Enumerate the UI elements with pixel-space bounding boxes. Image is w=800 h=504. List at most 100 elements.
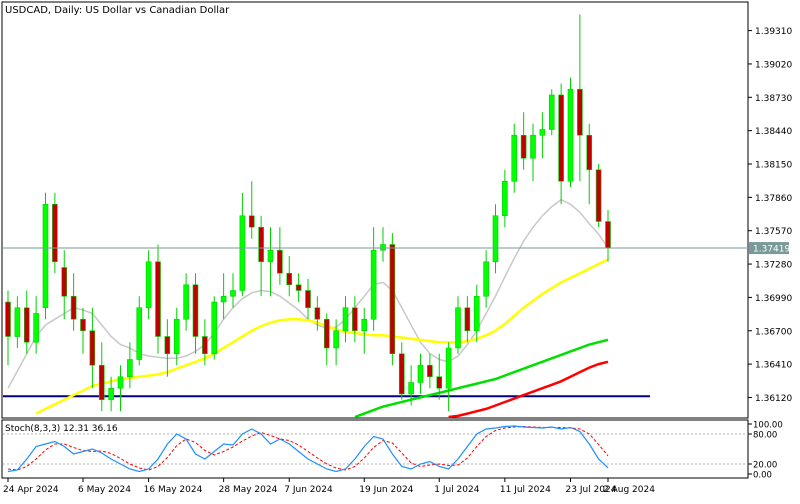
candle-down bbox=[5, 301, 11, 337]
candle-up bbox=[483, 261, 489, 297]
price-tick-label: 1.36990 bbox=[755, 294, 792, 304]
candle-up bbox=[117, 376, 124, 389]
candle-down bbox=[352, 307, 358, 332]
chart-title: USDCAD, Daily: US Dollar vs Canadian Dol… bbox=[5, 5, 230, 16]
price-tick-label: 1.38440 bbox=[755, 127, 792, 137]
price-tick-label: 1.36700 bbox=[755, 327, 792, 337]
candle-down bbox=[520, 134, 527, 159]
price-tick-label: 1.36410 bbox=[755, 361, 792, 371]
date-tick-label: 24 Apr 2024 bbox=[3, 485, 59, 495]
stochastic-tick-label: 80.00 bbox=[753, 431, 777, 441]
candle-up bbox=[173, 318, 180, 355]
candle-down bbox=[295, 284, 302, 291]
candle-up bbox=[183, 284, 189, 320]
moving-average-4 bbox=[448, 360, 609, 419]
candle-up bbox=[145, 261, 152, 309]
candle-up bbox=[211, 301, 218, 355]
candle-up bbox=[548, 94, 555, 130]
main-pane-border bbox=[1, 1, 749, 419]
candle-down bbox=[98, 364, 105, 401]
candle-up bbox=[33, 313, 39, 343]
candle-down bbox=[558, 94, 564, 182]
stochastic-tick-label: 100.00 bbox=[753, 421, 783, 431]
price-tick-label: 1.36120 bbox=[755, 394, 792, 404]
price-tick-label: 1.38150 bbox=[755, 161, 792, 171]
candle-up bbox=[42, 203, 49, 309]
candle-down bbox=[323, 318, 330, 349]
date-tick-label: 23 Jul 2024 bbox=[566, 485, 617, 495]
candle-up bbox=[127, 359, 133, 378]
candle-down bbox=[23, 307, 30, 343]
candle-down bbox=[277, 249, 283, 274]
moving-average-3 bbox=[354, 338, 609, 419]
price-tick-label: 1.38730 bbox=[755, 94, 792, 104]
candle-down bbox=[248, 215, 255, 228]
candle-down bbox=[286, 272, 293, 286]
price-tick-label: 1.37570 bbox=[755, 227, 792, 237]
candle-down bbox=[61, 267, 68, 297]
moving-average-2 bbox=[35, 258, 609, 415]
candle-down bbox=[314, 307, 321, 320]
stochastic-tick-label: 0.00 bbox=[753, 471, 772, 481]
candle-up bbox=[267, 249, 274, 263]
candle-down bbox=[427, 364, 433, 378]
candle-down bbox=[389, 244, 396, 355]
candle-up bbox=[445, 347, 452, 389]
price-tick-label: 1.39020 bbox=[755, 60, 792, 70]
date-tick-label: 16 May 2024 bbox=[144, 485, 203, 495]
candle-up bbox=[408, 382, 414, 395]
date-tick-label: 19 Jun 2024 bbox=[359, 485, 413, 495]
candle-up bbox=[511, 134, 518, 182]
candle-up bbox=[455, 307, 461, 349]
candle-up bbox=[567, 88, 574, 182]
current-price-badge bbox=[749, 242, 789, 255]
date-tick-label: 7 Jun 2024 bbox=[284, 485, 333, 495]
indicator-pane-border bbox=[1, 419, 749, 479]
price-axis: 1.39310 1.39020 1.38730 1.38440 1.38150 1.378… bbox=[748, 27, 792, 404]
candle-down bbox=[258, 226, 264, 263]
candle-down bbox=[192, 284, 199, 337]
candle-up bbox=[492, 215, 499, 263]
candle-down bbox=[70, 295, 77, 320]
candle-down bbox=[595, 169, 602, 222]
date-tick-label: 1 Jul 2024 bbox=[434, 485, 479, 495]
date-tick-label: 11 Jul 2024 bbox=[500, 485, 551, 495]
candle-down bbox=[436, 376, 443, 389]
candle-up bbox=[14, 307, 21, 337]
candle-down bbox=[577, 88, 583, 136]
current-price-label: 1.37419 bbox=[753, 245, 790, 255]
candle-up bbox=[473, 295, 480, 332]
candle-down bbox=[398, 353, 405, 395]
date-tick-label: 2 Aug 2024 bbox=[603, 485, 655, 495]
price-tick-label: 1.37280 bbox=[755, 261, 792, 271]
stochastic-tick-label: 20.00 bbox=[753, 461, 777, 471]
candle-up bbox=[502, 180, 508, 217]
candle-up bbox=[417, 364, 424, 383]
candle-down bbox=[89, 330, 96, 366]
candle-down bbox=[52, 203, 58, 263]
candle-up bbox=[342, 307, 349, 332]
candle-up bbox=[361, 318, 368, 332]
candle-up bbox=[380, 244, 386, 251]
candle-up bbox=[239, 215, 246, 291]
candle-up bbox=[530, 134, 536, 159]
stochastic-main-line bbox=[7, 425, 609, 473]
date-tick-label: 6 May 2024 bbox=[78, 485, 131, 495]
candle-down bbox=[202, 336, 208, 355]
stochastic-label: Stoch(8,3,3) 12.31 36.16 bbox=[5, 424, 118, 434]
main-plot bbox=[3, 14, 748, 419]
candle-up bbox=[333, 330, 339, 349]
price-tick-label: 1.39310 bbox=[755, 27, 792, 37]
candle-down bbox=[305, 290, 311, 309]
candle-up bbox=[136, 307, 143, 360]
candle-up bbox=[230, 290, 236, 297]
candle-down bbox=[586, 134, 593, 171]
candle-down bbox=[464, 307, 471, 332]
candle-down bbox=[605, 221, 611, 249]
candle-down bbox=[80, 318, 86, 332]
candle-up bbox=[539, 129, 546, 136]
